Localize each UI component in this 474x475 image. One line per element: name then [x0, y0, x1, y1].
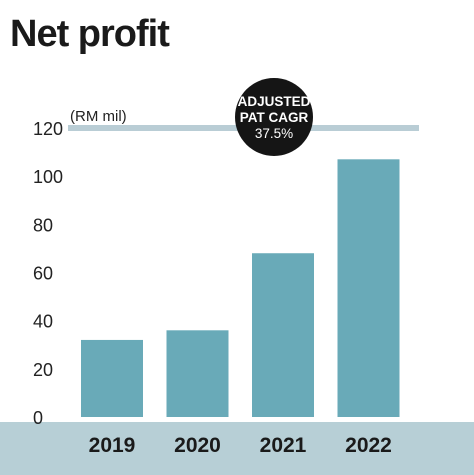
- cagr-badge-value: 37.5%: [255, 126, 293, 141]
- cagr-badge-line1: ADJUSTED: [238, 94, 311, 109]
- x-axis-labels: 2019 2020 2021 2022: [89, 434, 392, 457]
- y-tick-label: 120: [33, 119, 63, 139]
- x-tick-label: 2019: [89, 434, 136, 457]
- x-tick-label: 2022: [345, 434, 392, 457]
- y-tick-label: 60: [33, 264, 53, 284]
- cagr-badge-circle: [235, 78, 313, 156]
- cagr-badge-line2: PAT CAGR: [240, 110, 309, 125]
- cagr-badge: ADJUSTED PAT CAGR 37.5%: [235, 78, 313, 156]
- y-tick-label: 40: [33, 312, 53, 332]
- category-band: [0, 422, 474, 475]
- bar-2022: [337, 159, 400, 417]
- y-tick-label: 20: [33, 360, 53, 380]
- bar-2021: [252, 253, 314, 417]
- y-axis-ticks: 0 20 40 60 80 100 120: [33, 119, 63, 428]
- unit-label: (RM mil): [70, 108, 127, 125]
- x-tick-label: 2021: [260, 434, 307, 457]
- y-tick-label: 100: [33, 167, 63, 187]
- y-tick-label: 0: [33, 408, 43, 428]
- y-tick-label: 80: [33, 215, 53, 235]
- bar-2019: [81, 339, 143, 417]
- x-tick-label: 2020: [174, 434, 221, 457]
- chart-title: Net profit: [10, 13, 170, 55]
- bars: [81, 159, 400, 417]
- bar-2020: [166, 330, 229, 417]
